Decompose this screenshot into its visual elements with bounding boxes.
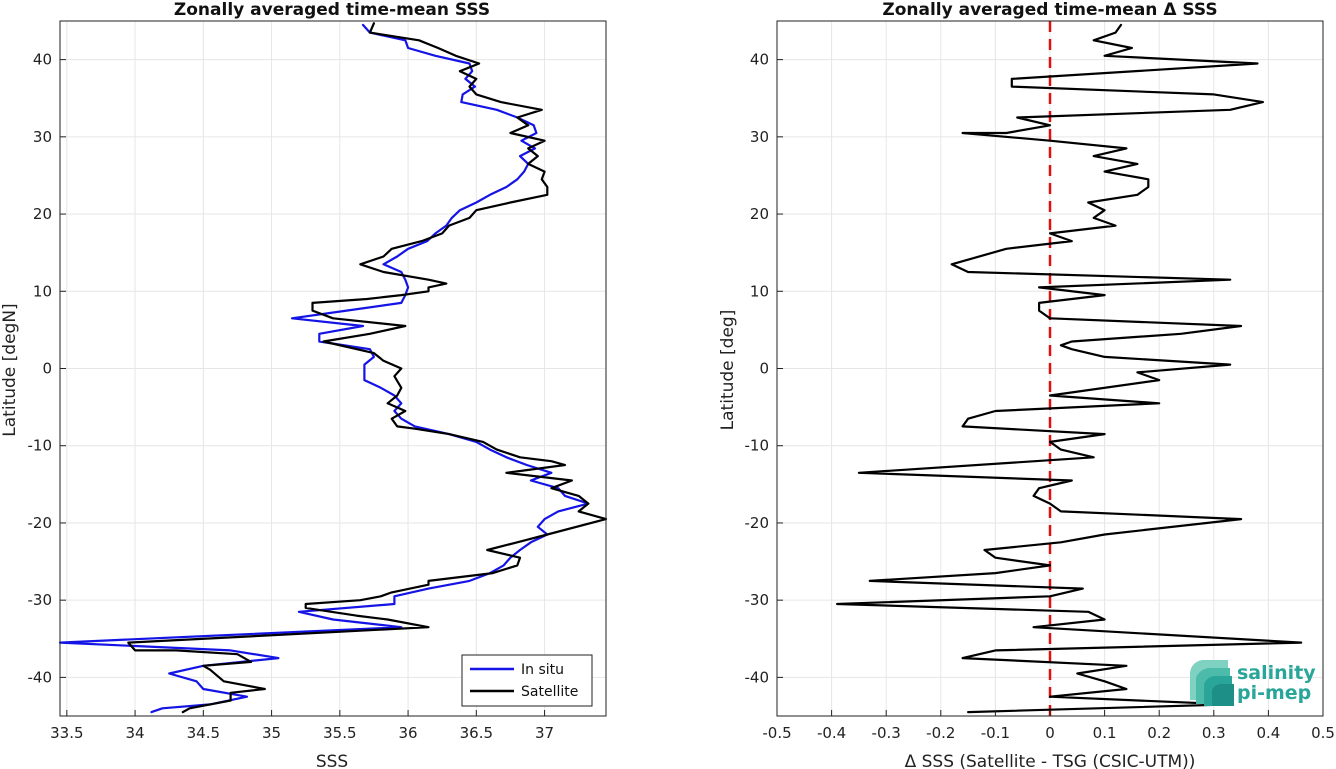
left-x-tick-label: 36 (399, 724, 418, 742)
left-y-tick-label: 40 (33, 51, 52, 69)
legend-label-in-situ: In situ (521, 662, 564, 678)
logo-text-line2: pi-mep (1237, 682, 1311, 704)
right-x-tick-label: 0.3 (1202, 724, 1226, 742)
left-x-axis-label: SSS (316, 752, 348, 769)
right-y-tick-label: 20 (750, 205, 769, 223)
series-line-delta-sss (835, 23, 1303, 714)
legend-label-satellite: Satellite (521, 684, 578, 700)
right-x-tick-label: -0.2 (926, 724, 955, 742)
right-y-axis-label: Latitude [deg] (718, 310, 738, 431)
right-x-tick-label: -0.5 (762, 724, 791, 742)
right-y-tick-label: 40 (750, 51, 769, 69)
left-ticks: 33.5 34 34.5 35 35.5 36 36.5 37 40 30 20 10 0 -10 -20 -… (28, 51, 555, 742)
left-y-tick-label: 20 (33, 205, 52, 223)
right-chart: Zonally averaged time-mean Δ SSS -0.5 -0.… (718, 0, 1335, 769)
left-y-tick-label: -10 (28, 437, 53, 455)
left-y-tick-label: 0 (42, 360, 52, 378)
right-y-tick-label: 10 (750, 282, 769, 300)
right-chart-title: Zonally averaged time-mean Δ SSS (882, 0, 1217, 20)
left-grid (60, 21, 606, 716)
left-chart-title: Zonally averaged time-mean SSS (174, 0, 490, 20)
series-line-satellite (127, 22, 608, 714)
right-x-tick-label: -0.4 (817, 724, 846, 742)
left-y-axis-label: Latitude [degN] (0, 303, 20, 436)
right-ticks: -0.5 -0.4 -0.3 -0.2 -0.1 0 0.1 0.2 0.3 0.4 0.5 40 30… (745, 51, 1335, 742)
right-x-tick-label: 0.1 (1093, 724, 1117, 742)
right-y-tick-label: -40 (745, 668, 770, 686)
wave-logo-icon (1190, 660, 1234, 706)
right-y-tick-label: 0 (759, 360, 769, 378)
right-y-tick-label: -20 (745, 514, 770, 532)
right-x-axis-label: Δ SSS (Satellite - TSG (CSIC-UTM)) (905, 752, 1196, 769)
logo-text-line1: salinity (1237, 662, 1316, 684)
left-x-tick-label: 34 (126, 724, 145, 742)
right-x-tick-label: 0 (1045, 724, 1055, 742)
left-y-tick-label: 10 (33, 282, 52, 300)
right-series-lines (835, 23, 1303, 714)
right-x-tick-label: 0.4 (1256, 724, 1280, 742)
left-chart: Zonally averaged time-mean SSS 33.5 34 34.… (0, 0, 608, 769)
left-x-tick-label: 37 (535, 724, 554, 742)
left-x-tick-label: 35.5 (323, 724, 356, 742)
legend: In situ Satellite (461, 654, 593, 707)
series-line-in-situ (58, 23, 590, 714)
left-x-tick-label: 34.5 (187, 724, 220, 742)
right-x-tick-label: -0.1 (981, 724, 1010, 742)
left-y-tick-label: -30 (28, 591, 53, 609)
left-x-tick-label: 36.5 (460, 724, 493, 742)
salinity-pi-mep-logo: salinity pi-mep (1190, 660, 1316, 706)
right-x-tick-label: 0.5 (1311, 724, 1335, 742)
left-y-tick-label: 30 (33, 128, 52, 146)
legend-box (461, 654, 593, 707)
left-x-tick-label: 33.5 (50, 724, 83, 742)
right-y-tick-label: 30 (750, 128, 769, 146)
left-series-lines (58, 22, 608, 714)
right-x-tick-label: 0.2 (1147, 724, 1171, 742)
right-x-tick-label: -0.3 (872, 724, 901, 742)
left-x-tick-label: 35 (262, 724, 281, 742)
right-y-tick-label: -30 (745, 591, 770, 609)
right-y-tick-label: -10 (745, 437, 770, 455)
left-y-tick-label: -20 (28, 514, 53, 532)
left-y-tick-label: -40 (28, 668, 53, 686)
